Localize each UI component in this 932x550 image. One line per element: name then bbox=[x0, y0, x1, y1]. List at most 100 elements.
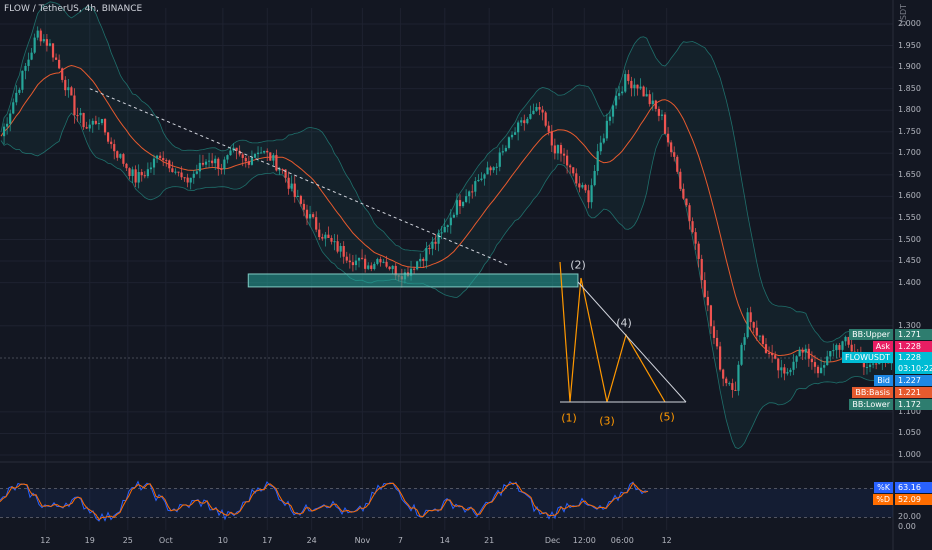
candle-body bbox=[174, 171, 177, 173]
candle-body bbox=[305, 209, 309, 219]
candle-body bbox=[510, 134, 514, 138]
candle-body bbox=[33, 37, 36, 53]
candle-body bbox=[764, 344, 768, 353]
candle-body bbox=[367, 265, 370, 269]
candle-body bbox=[621, 91, 624, 94]
candle-body bbox=[217, 158, 220, 169]
candle-body bbox=[88, 124, 91, 129]
candle-body bbox=[676, 156, 679, 172]
candle-body bbox=[413, 268, 416, 270]
price-tick-label: 1.400 bbox=[898, 277, 921, 287]
candle-body bbox=[250, 157, 254, 165]
candle-body bbox=[507, 137, 511, 148]
candle-body bbox=[513, 132, 517, 135]
time-tick-label: 12:00 bbox=[572, 536, 596, 545]
candle-body bbox=[556, 145, 560, 154]
bollinger-bands bbox=[0, 1, 892, 450]
candle-body bbox=[501, 151, 504, 153]
candle-body bbox=[39, 30, 42, 42]
candle-body bbox=[373, 263, 376, 269]
candle-body bbox=[725, 378, 728, 384]
candle-body bbox=[749, 312, 752, 323]
price-tick-label: 1.600 bbox=[898, 191, 921, 201]
price-tick-label: 1.050 bbox=[898, 428, 921, 438]
candle-body bbox=[269, 152, 272, 161]
candle-body bbox=[168, 160, 171, 169]
candle-body bbox=[425, 248, 428, 261]
candle-body bbox=[165, 160, 168, 162]
candle-body bbox=[416, 261, 419, 270]
candle-body bbox=[639, 86, 642, 89]
candle-body bbox=[131, 169, 134, 176]
candle-body bbox=[679, 171, 682, 189]
candle-body bbox=[186, 177, 189, 183]
candle-body bbox=[709, 305, 713, 327]
price-tag-label: BB:Upper bbox=[849, 329, 893, 340]
candle-body bbox=[608, 116, 612, 121]
candle-body bbox=[103, 119, 107, 133]
candle-body bbox=[6, 123, 9, 127]
candle-body bbox=[223, 159, 226, 170]
candle-body bbox=[737, 364, 740, 391]
candle-body bbox=[437, 232, 440, 244]
candle-body bbox=[235, 147, 238, 151]
candle-body bbox=[780, 367, 783, 371]
candle-body bbox=[722, 369, 725, 379]
candle-body bbox=[207, 160, 211, 162]
price-tick-label: 1.650 bbox=[898, 169, 921, 179]
candle-body bbox=[593, 170, 596, 186]
candle-body bbox=[865, 366, 869, 368]
candle-body bbox=[339, 246, 342, 252]
price-tag-label: FLOWUSDT bbox=[842, 352, 893, 363]
candle-body bbox=[734, 389, 737, 391]
time-tick-label: 06:00 bbox=[610, 536, 634, 545]
time-tick-label: 21 bbox=[484, 536, 495, 545]
candle-body bbox=[566, 155, 569, 166]
candle-body bbox=[198, 162, 201, 172]
candle-body bbox=[357, 257, 361, 261]
candle-body bbox=[697, 243, 700, 259]
candle-body bbox=[336, 241, 339, 252]
price-tag-label: BB:Basis bbox=[852, 387, 893, 398]
candle-body bbox=[30, 52, 33, 60]
candle-body bbox=[599, 142, 602, 152]
candle-body bbox=[51, 43, 55, 58]
band-fill bbox=[1, 1, 892, 449]
candle-body bbox=[587, 190, 590, 203]
candle-body bbox=[826, 356, 829, 366]
candle-body bbox=[247, 161, 250, 165]
candle-body bbox=[642, 86, 645, 97]
candle-body bbox=[293, 183, 296, 197]
candle-body bbox=[76, 115, 79, 117]
candle-body bbox=[330, 238, 333, 242]
candle-body bbox=[315, 217, 318, 230]
candle-body bbox=[318, 229, 321, 238]
candle-body bbox=[648, 94, 651, 105]
candle-body bbox=[263, 150, 266, 153]
candle-body bbox=[449, 217, 452, 226]
candle-body bbox=[431, 241, 434, 249]
candle-body bbox=[195, 171, 198, 174]
candle-body bbox=[18, 89, 21, 93]
candle-body bbox=[107, 132, 110, 142]
candle-body bbox=[64, 79, 67, 91]
candle-body bbox=[143, 175, 146, 177]
price-tick-label: 1.500 bbox=[898, 234, 921, 244]
candle-body bbox=[498, 152, 501, 167]
candle-body bbox=[100, 119, 104, 124]
candle-body bbox=[116, 151, 119, 158]
candle-body bbox=[440, 232, 443, 234]
candle-body bbox=[489, 167, 492, 171]
candle-body bbox=[382, 261, 385, 263]
price-tick-label: 1.100 bbox=[898, 406, 921, 416]
candle-body bbox=[278, 169, 281, 171]
candle-body bbox=[743, 337, 746, 345]
wave-label: (4) bbox=[616, 316, 632, 330]
candle-body bbox=[786, 372, 789, 374]
candle-body bbox=[229, 150, 232, 156]
candle-body bbox=[777, 358, 780, 371]
candle-body bbox=[422, 258, 425, 261]
candle-body bbox=[630, 80, 633, 89]
candle-body bbox=[758, 335, 761, 337]
